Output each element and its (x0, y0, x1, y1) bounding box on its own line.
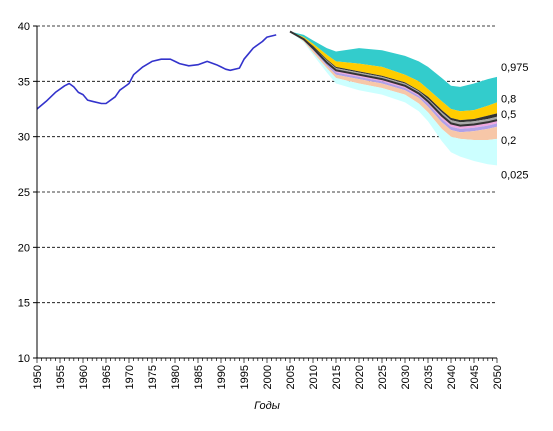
x-tick-label: 1995 (239, 365, 251, 389)
y-tick-labels: 10 15 20 25 30 35 40 (18, 21, 30, 365)
grid-lines (37, 25, 497, 304)
quantile-label: 0,5 (501, 109, 516, 121)
x-tick-label: 1985 (193, 365, 205, 389)
x-tick-label: 1970 (124, 365, 136, 389)
x-tick-label: 2050 (492, 365, 504, 389)
y-tick-label: 40 (18, 21, 30, 33)
x-tick-label: 2005 (285, 365, 297, 389)
x-tick-label: 2015 (331, 365, 343, 389)
quantile-label: 0,975 (501, 62, 529, 74)
forecast-bands (289, 30, 498, 166)
x-tick-label: 2045 (469, 365, 481, 389)
historical-series (36, 34, 277, 110)
x-tick-label: 2020 (354, 365, 366, 389)
x-tick-label: 1975 (147, 365, 159, 389)
x-tick-label: 2010 (308, 365, 320, 389)
x-tick-label: 2025 (377, 365, 389, 389)
y-tick-label: 25 (18, 187, 30, 199)
quantile-label: 0,025 (501, 169, 529, 181)
x-tick-label: 1980 (170, 365, 182, 389)
x-tick-label: 2040 (446, 365, 458, 389)
x-axis-label: Годы (254, 400, 280, 412)
quantile-label: 0,2 (501, 135, 516, 147)
x-tick-label: 2030 (400, 365, 412, 389)
y-tick-label: 15 (18, 298, 30, 310)
y-tick-label: 10 (18, 353, 30, 365)
x-tick-label: 1960 (78, 365, 90, 389)
x-tick-label: 2000 (262, 365, 274, 389)
forecast-band-0 (290, 31, 497, 112)
x-tick-label: 1990 (216, 365, 228, 389)
forecast-band-1 (290, 31, 497, 121)
axes (33, 25, 498, 363)
quantile-labels: 0,975 0,8 0,5 0,2 0,025 (501, 62, 529, 182)
forecast-band-7 (290, 31, 497, 166)
x-tick-label: 1965 (101, 365, 113, 389)
x-tick-label: 1950 (32, 365, 44, 389)
x-tick-label: 1955 (55, 365, 67, 389)
y-tick-label: 30 (18, 132, 30, 144)
y-tick-label: 35 (18, 76, 30, 88)
x-tick-labels: 1950 1955 1960 1965 1970 1975 1980 1985 1990 1995… (32, 365, 504, 389)
quantile-label: 0,8 (501, 93, 516, 105)
historical-line (36, 34, 277, 110)
median-line (289, 30, 498, 127)
x-tick-label: 2035 (423, 365, 435, 389)
y-tick-label: 20 (18, 242, 30, 254)
